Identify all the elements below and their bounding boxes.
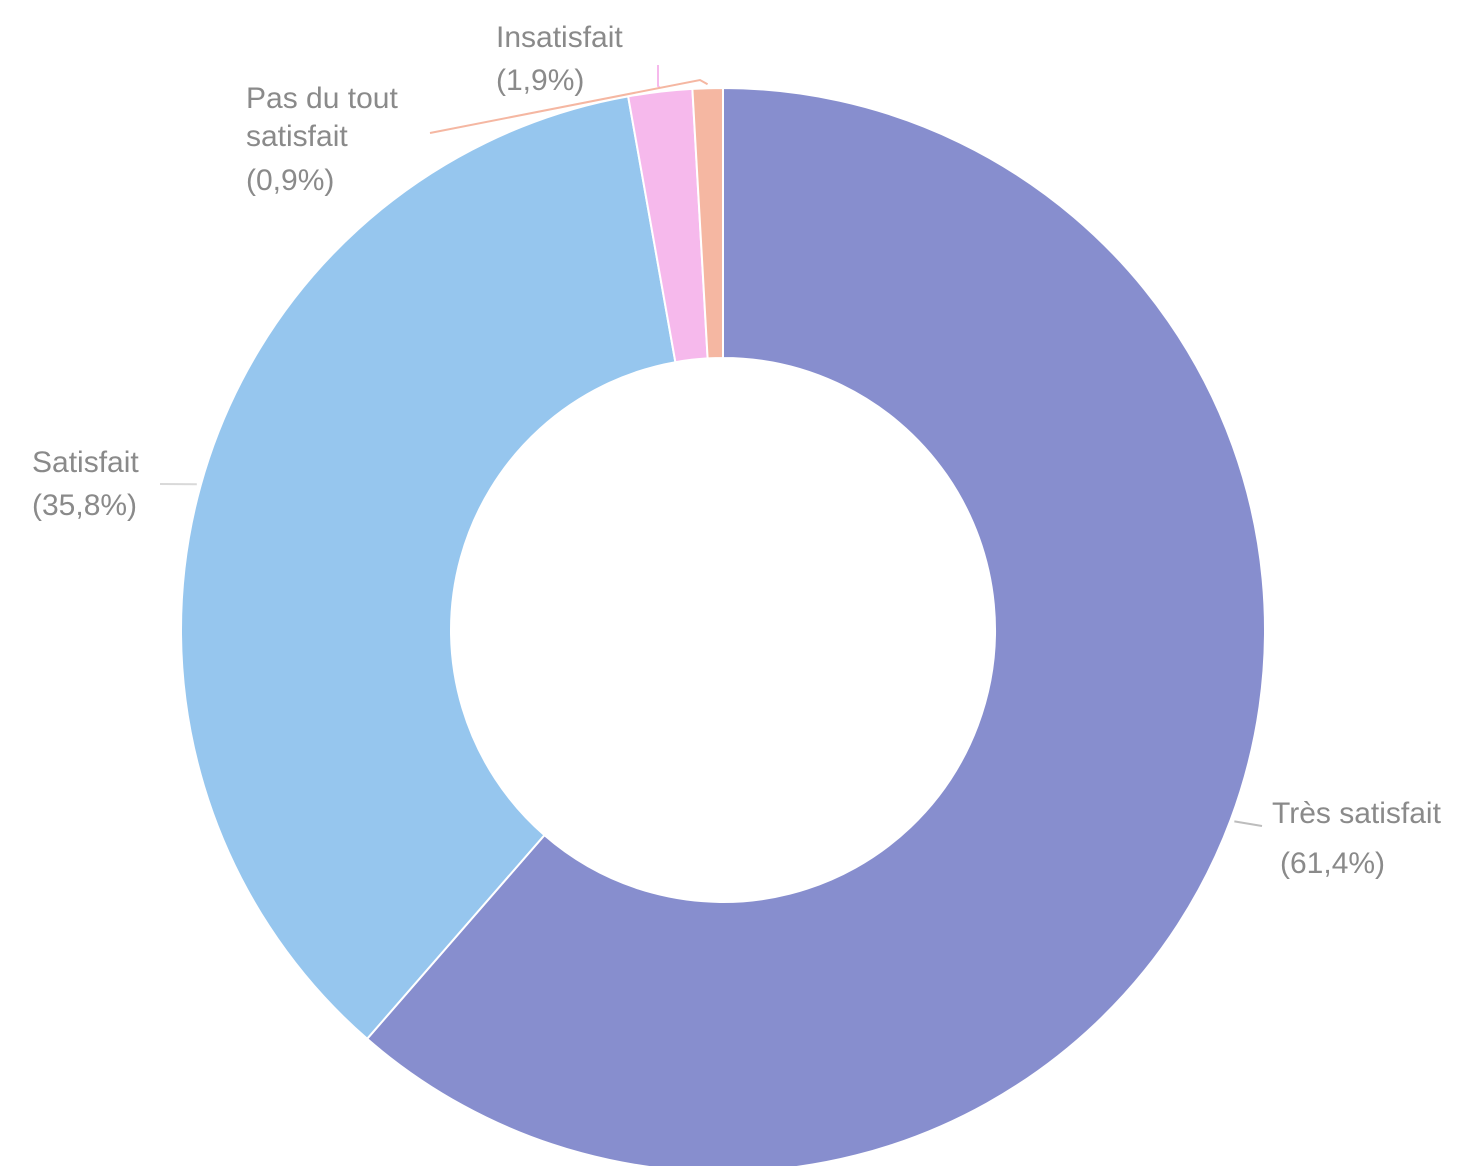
leader-line-1: [1234, 820, 1263, 827]
slice-tr-s-satisfait: [365, 86, 1267, 1166]
slice-pas-du-tout-satisfait: [691, 86, 724, 360]
slice-satisfait: [180, 95, 677, 1041]
donut-slices: [180, 86, 1267, 1166]
label-leader-lines: [159, 65, 1263, 827]
leader-line-4: [429, 78, 709, 134]
label-pas-du-tout-line-1: Pas du tout: [246, 82, 398, 115]
label-insatisfait-value: (1,9%): [496, 64, 584, 97]
label-pas-du-tout-satisfait-name: Pas du tout satisfait: [246, 82, 406, 153]
label-pas-du-tout-satisfait-value: (0,9%): [246, 164, 334, 197]
label-satisfait-name: Satisfait: [32, 446, 139, 479]
label-pas-du-tout-line-2: satisfait: [246, 120, 348, 153]
label-tres-satisfait-value: (61,4%): [1280, 847, 1385, 880]
label-tres-satisfait-name: Très satisfait: [1272, 797, 1442, 830]
label-insatisfait-name: Insatisfait: [496, 21, 623, 54]
label-satisfait-value: (35,8%): [32, 489, 137, 522]
leader-line-3: [657, 65, 661, 89]
